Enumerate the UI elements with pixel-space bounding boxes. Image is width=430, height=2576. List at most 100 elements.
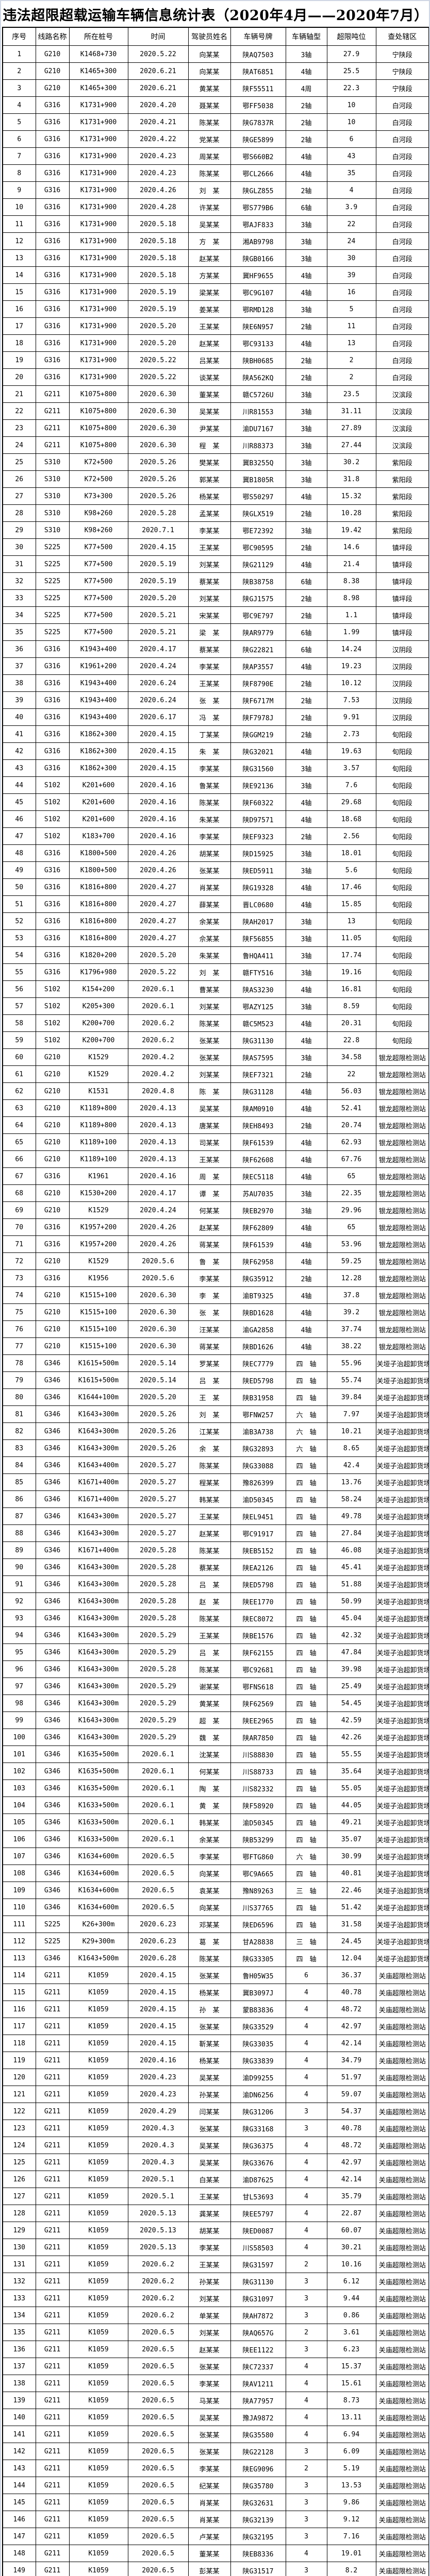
page-edge-right bbox=[429, 1, 430, 2576]
table-row: 101 G346 K1635+500m 2020.6.1 沈某某 川S88830 四 轴 55… bbox=[2, 1745, 429, 1763]
cell-plate: 川S88733 bbox=[230, 1762, 286, 1780]
cell-stake: K1731+900 bbox=[69, 249, 128, 267]
cell-plate: 陕EC8072 bbox=[230, 1609, 286, 1627]
cell-seq: 39 bbox=[2, 691, 36, 709]
cell-driver: 孙某某 bbox=[188, 2273, 231, 2290]
cell-seq: 79 bbox=[2, 1371, 36, 1389]
cell-plate: 渝D50345 bbox=[230, 1814, 286, 1831]
cell-district: 银龙超限检测站 bbox=[375, 1303, 429, 1321]
cell-tonnage: 30.99 bbox=[326, 1848, 376, 1865]
cell-district: 旬阳段 bbox=[375, 776, 429, 794]
cell-driver: 樊某某 bbox=[188, 453, 231, 471]
cell-time: 2020.4.15 bbox=[127, 2018, 189, 2035]
cell-route: G346 bbox=[35, 1643, 70, 1661]
cell-plate: 川S82332 bbox=[230, 1780, 286, 1797]
cell-tonnage: 67.76 bbox=[326, 1150, 376, 1168]
cell-stake: K1059 bbox=[69, 2001, 128, 2018]
cell-time: 2020.5.13 bbox=[127, 2222, 189, 2239]
cell-stake: K1731+900 bbox=[69, 351, 128, 369]
cell-plate: 鄂FF5038 bbox=[230, 96, 286, 114]
cell-stake: K1189+800 bbox=[69, 1116, 128, 1134]
cell-axle: 2轴 bbox=[285, 351, 327, 369]
cell-driver: 冯 某 bbox=[188, 708, 231, 726]
cell-district: 关垭子治超卸货场 bbox=[375, 1507, 429, 1525]
cell-axle: 2轴 bbox=[285, 708, 327, 726]
cell-route: G211 bbox=[35, 2035, 70, 2052]
cell-stake: K1059 bbox=[69, 2477, 128, 2494]
cell-plate: 陕AP3557 bbox=[230, 657, 286, 675]
cell-seq: 89 bbox=[2, 1541, 36, 1559]
table-row: 60 G210 K1529 2020.4.2 张某某 陕AS7595 3轴 34.58 银龙超限… bbox=[2, 1048, 429, 1066]
cell-seq: 74 bbox=[2, 1286, 36, 1304]
cell-district: 汉阴段 bbox=[375, 691, 429, 709]
cell-seq: 22 bbox=[2, 402, 36, 420]
cell-driver: 孙某某 bbox=[188, 2086, 231, 2103]
cell-stake: K1671+400m bbox=[69, 1473, 128, 1491]
cell-time: 2020.6.17 bbox=[127, 708, 189, 726]
cell-driver: 张某某 bbox=[188, 861, 231, 879]
cell-stake: K72+500 bbox=[69, 470, 128, 488]
cell-plate: 甘A28838 bbox=[230, 1933, 286, 1950]
cell-seq: 50 bbox=[2, 878, 36, 896]
cell-seq: 106 bbox=[2, 1831, 36, 1848]
cell-district: 汉滨段 bbox=[375, 419, 429, 437]
cell-seq: 128 bbox=[2, 2205, 36, 2222]
cell-district: 银龙超限检测站 bbox=[375, 1116, 429, 1134]
cell-driver: 黄某某 bbox=[188, 79, 231, 97]
cell-plate: 陕B38758 bbox=[230, 572, 286, 590]
cell-plate: 陕AR7850 bbox=[230, 1728, 286, 1746]
cell-tonnage: 65 bbox=[326, 1167, 376, 1185]
table-row: 66 G210 K1189+100 2020.4.13 王某某 陕F62608 4轴 67.7… bbox=[2, 1150, 429, 1168]
table-row: 93 G346 K1643+300m 2020.5.28 陈某某 陕EC8072 四 轴 45… bbox=[2, 1609, 429, 1627]
cell-district: 关垭子治超卸货场 bbox=[375, 1882, 429, 1899]
cell-axle: 4轴 bbox=[285, 1286, 327, 1304]
table-row: 136 G211 K1059 2020.6.5 赵某某 陕EE1122 3 6.23 关庙超限检… bbox=[2, 2341, 429, 2358]
table-row: 95 G346 K1643+300m 2020.5.29 吕 某陕F62155 四 轴 47… bbox=[2, 1643, 429, 1661]
cell-axle: 3轴 bbox=[285, 249, 327, 267]
cell-district: 银龙超限检测站 bbox=[375, 1082, 429, 1100]
cell-plate: 鲁HQA411 bbox=[230, 946, 286, 964]
cell-stake: K1075+800 bbox=[69, 385, 128, 403]
table-row: 104 G346 K1633+500m 2020.6.1 黄 某陕F58920 四 轴 44… bbox=[2, 1797, 429, 1814]
cell-route: G210 bbox=[35, 1048, 70, 1066]
cell-stake: K1731+900 bbox=[69, 266, 128, 284]
cell-tonnage: 19.01 bbox=[326, 2545, 376, 2562]
cell-driver: 鲁某某 bbox=[188, 776, 231, 794]
cell-time: 2020.6.30 bbox=[127, 385, 189, 403]
cell-route: G316 bbox=[35, 946, 70, 964]
cell-plate: 陕G31128 bbox=[230, 1082, 286, 1100]
cell-district: 镇坪段 bbox=[375, 572, 429, 590]
cell-axle: 4 bbox=[285, 2001, 327, 2018]
cell-time: 2020.4.3 bbox=[127, 2120, 189, 2137]
cell-time: 2020.5.26 bbox=[127, 453, 189, 471]
col-header-route: 线路名称 bbox=[35, 27, 70, 46]
cell-seq: 57 bbox=[2, 997, 36, 1015]
cell-route: G316 bbox=[35, 674, 70, 692]
cell-tonnage: 29.68 bbox=[326, 793, 376, 811]
cell-plate: 陕EG9096 bbox=[230, 2460, 286, 2477]
cell-tonnage: 14.24 bbox=[326, 640, 376, 658]
cell-tonnage: 54.37 bbox=[326, 2103, 376, 2120]
cell-driver: 张某某 bbox=[188, 2120, 231, 2137]
cell-time: 2020.6.30 bbox=[127, 1337, 189, 1355]
cell-seq: 16 bbox=[2, 300, 36, 318]
table-row: 9 G316 K1731+900 2020.4.26 刘 某陕GLZ855 2轴 4 白河段 bbox=[2, 181, 429, 199]
page-title: 违法超限超载运输车辆信息统计表（2020年4月——2020年7月） bbox=[3, 7, 428, 24]
cell-time: 2020.6.5 bbox=[127, 1882, 189, 1899]
cell-route: G211 bbox=[35, 2392, 70, 2409]
cell-plate: 陕G32139 bbox=[230, 2511, 286, 2528]
cell-plate: 陕F62958 bbox=[230, 1252, 286, 1270]
cell-plate: 鄂C93133 bbox=[230, 334, 286, 352]
cell-tonnage: 19.23 bbox=[326, 657, 376, 675]
cell-route: G316 bbox=[35, 895, 70, 913]
cell-route: G316 bbox=[35, 96, 70, 114]
cell-district: 宁陕段 bbox=[375, 79, 429, 97]
cell-plate: 鄂S779B6 bbox=[230, 198, 286, 216]
cell-tonnage: 13.53 bbox=[326, 2477, 376, 2494]
cell-seq: 69 bbox=[2, 1201, 36, 1219]
cell-tonnage: 6.23 bbox=[326, 2341, 376, 2358]
cell-tonnage: 27.89 bbox=[326, 419, 376, 437]
table-row: 17 G316 K1731+900 2020.5.20 王某某 陕E6N957 2轴 11 白河… bbox=[2, 317, 429, 335]
cell-seq: 51 bbox=[2, 895, 36, 913]
cell-tonnage: 48.72 bbox=[326, 2137, 376, 2154]
